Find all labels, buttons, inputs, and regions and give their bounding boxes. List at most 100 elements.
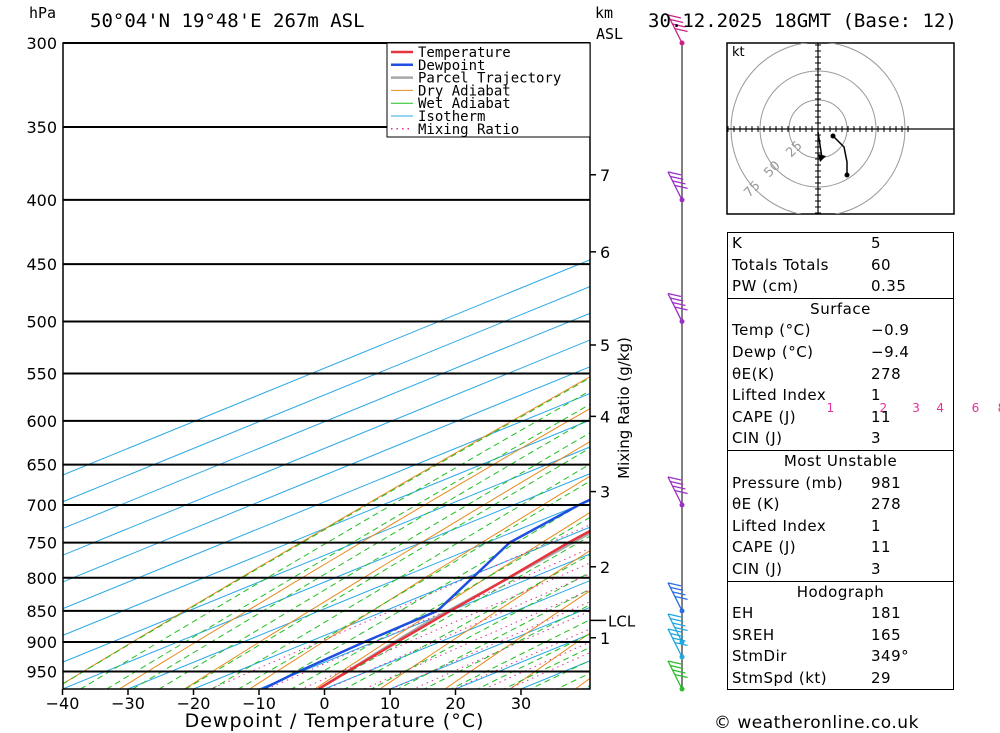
stat-value: 5 [871, 234, 882, 252]
pressure-tick-label: 750 [26, 534, 57, 553]
mixing-ratio-tick-label: 2 [879, 401, 887, 415]
stat-label: Lifted Index [732, 516, 827, 535]
most-unstable-box: Most Unstable Pressure (mb) 981 θE (K) 278 Li… [727, 450, 954, 582]
km-tick-label: 1 [600, 629, 610, 648]
pressure-tick-label: 900 [26, 633, 57, 652]
temperature-tick-label: 10 [380, 694, 400, 713]
stat-label: SREH [732, 625, 775, 644]
pressure-tick-label: 650 [26, 456, 57, 475]
footer-credit: © weatheronline.co.uk [714, 713, 919, 733]
isotherm-line [127, 499, 590, 689]
isotherm-line [324, 580, 590, 689]
mixing-ratio-tick-label: 6 [972, 401, 980, 415]
wind-barb [667, 171, 688, 201]
stat-value: 0.35 [871, 277, 907, 296]
wind-barb [667, 582, 688, 612]
km-tick-label: 5 [600, 336, 610, 355]
stat-row: CAPE (J) 11 [728, 407, 953, 429]
stat-label: Dewp (°C) [732, 342, 814, 361]
stat-label: θE (K) [732, 495, 780, 514]
stat-row: StmSpd (kt) 29 [728, 668, 953, 690]
stat-row: Lifted Index 1 [728, 385, 953, 407]
isotherm-line [63, 312, 590, 529]
wind-barb-flag [674, 184, 688, 189]
hodograph-stats-box: Hodograph EH 181 SREH 165 StmDir 349° StmSpd (k… [727, 581, 954, 691]
wind-barb-flag [667, 292, 682, 298]
stat-row: θE (K) 278 [728, 494, 953, 516]
wet-adiabat-line [449, 619, 590, 689]
most-unstable-title: Most Unstable [783, 451, 898, 470]
asl-unit-label: ASL [596, 25, 624, 43]
surface-title: Surface [810, 299, 871, 318]
isotherm-line [63, 473, 590, 689]
stat-row: CAPE (J) 11 [728, 537, 953, 559]
series-dewpoint [262, 498, 590, 689]
wind-barb-flag [672, 301, 686, 307]
wet-adiabat-line [237, 480, 590, 689]
stat-row: PW (cm) 0.35 [728, 276, 953, 298]
stat-row: SREH 165 [728, 625, 953, 647]
wet-adiabat-line [210, 463, 590, 689]
stat-label: Pressure (mb) [732, 473, 844, 492]
wet-adiabat-line [263, 498, 590, 689]
km-tick-label: 2 [600, 558, 610, 577]
stat-value: 3 [871, 429, 882, 448]
wind-barb [667, 628, 688, 658]
wind-barb-flag [672, 591, 686, 596]
location-title: 50°04'N 19°48'E 267m ASL [90, 10, 365, 32]
stat-row: StmDir 349° [728, 646, 953, 668]
hodograph-point [844, 172, 850, 178]
wet-adiabat-line [184, 447, 590, 689]
pressure-tick-label: 400 [26, 191, 57, 210]
stat-label: CAPE (J) [732, 407, 797, 426]
stat-row: Totals Totals 60 [728, 255, 953, 277]
stat-label: StmSpd (kt) [732, 668, 828, 687]
temperature-tick-label: −10 [242, 694, 276, 713]
stat-value: 1 [871, 516, 882, 535]
stat-label: CAPE (J) [732, 538, 797, 557]
wind-barb-flag [672, 669, 686, 674]
wind-barb-flag [667, 14, 682, 19]
km-tick-label: 7 [600, 166, 610, 185]
stats-panel: K 5 Totals Totals 60 PW (cm) 0.35 Surface Temp… [727, 232, 954, 691]
temperature-tick-label: 20 [445, 694, 465, 713]
stat-value: 165 [871, 625, 902, 644]
wind-barb-flag [674, 626, 688, 632]
wind-barb-flag [674, 673, 688, 679]
pressure-tick-label: 350 [26, 118, 57, 137]
isotherm-line [63, 392, 590, 610]
stat-label: K [732, 234, 743, 252]
isotherm-line [63, 419, 590, 636]
stat-value: 981 [871, 473, 902, 492]
wind-barb [667, 14, 688, 44]
stat-row: Temp (°C) −0.9 [728, 320, 953, 342]
wet-adiabat-line [131, 417, 590, 689]
pressure-tick-label: 450 [26, 255, 57, 274]
pressure-tick-label: 800 [26, 569, 57, 588]
stat-value: 278 [871, 495, 902, 514]
dry-adiabat-line [444, 590, 590, 689]
stat-value: 1 [871, 386, 882, 405]
hodograph-title: Hodograph [796, 582, 885, 601]
isotherm-line [63, 366, 590, 583]
pressure-tick-label: 500 [26, 313, 57, 332]
wind-barb-flag [674, 306, 688, 311]
wind-barb-flag [672, 180, 686, 185]
stat-label: θE(K) [732, 364, 775, 383]
mixing-ratio-tick-label: 1 [826, 401, 834, 415]
series-parcel-trajectory [317, 531, 590, 689]
km-tick-label: 3 [600, 483, 610, 502]
pressure-tick-label: 550 [26, 364, 57, 383]
stat-label: StmDir [732, 647, 787, 666]
wind-barb [667, 613, 688, 643]
stat-row: CIN (J) 3 [728, 428, 953, 450]
stat-value: 3 [871, 559, 882, 578]
hodograph-storm-marker [818, 154, 826, 162]
wind-barb [667, 660, 688, 690]
hodograph-trace-upper [832, 135, 848, 175]
stat-row: θE(K) 278 [728, 364, 953, 386]
legend-label: Dry Adiabat [418, 83, 511, 99]
